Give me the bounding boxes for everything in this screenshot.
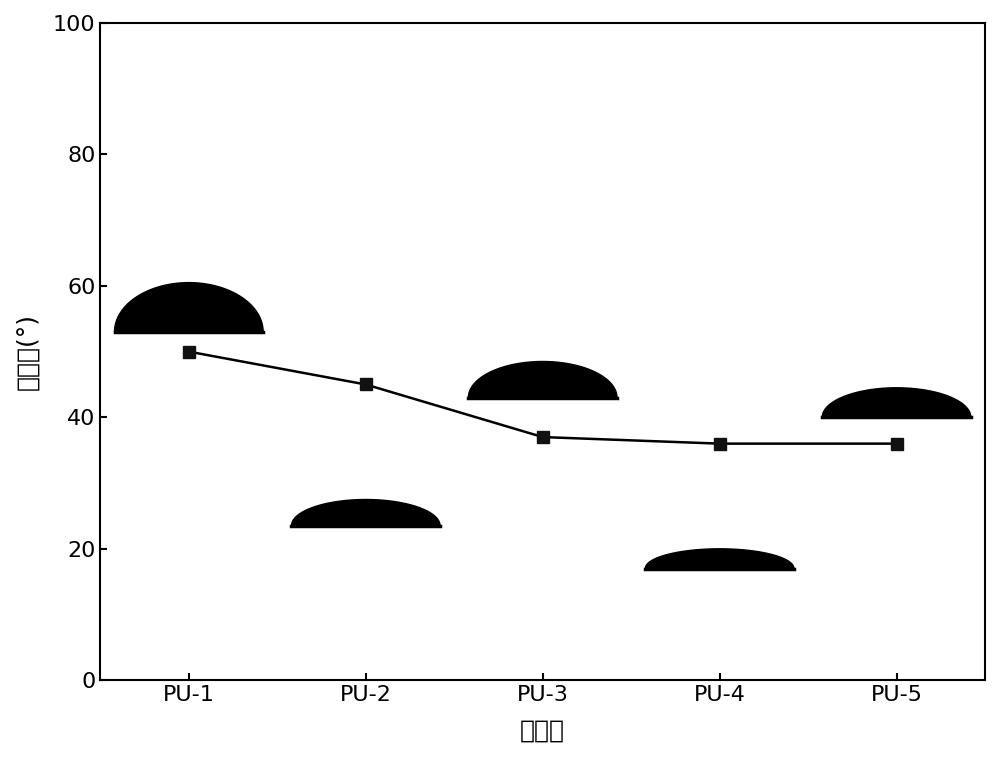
X-axis label: 样品名: 样品名	[520, 719, 565, 743]
Polygon shape	[645, 549, 794, 568]
Polygon shape	[468, 362, 617, 398]
Polygon shape	[291, 500, 440, 526]
Polygon shape	[115, 283, 263, 332]
Polygon shape	[822, 388, 971, 418]
Y-axis label: 接触角(°): 接触角(°)	[15, 313, 39, 390]
